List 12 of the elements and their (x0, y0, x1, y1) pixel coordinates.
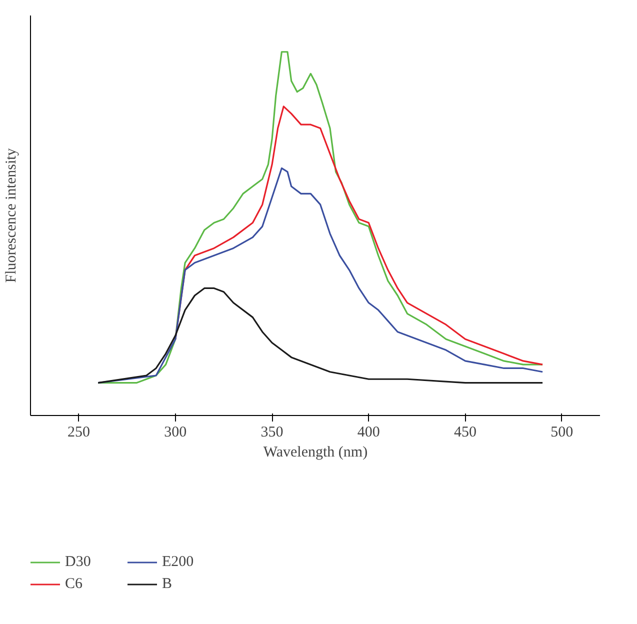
legend-label: C6 (65, 576, 84, 593)
legend-label: D30 (65, 554, 92, 571)
x-tick-label: 500 (550, 424, 574, 440)
x-tick-label: 350 (260, 424, 284, 440)
x-tick-label: 300 (164, 424, 187, 440)
legend-label: E200 (162, 554, 195, 571)
y-axis-title: Fluorescence intensity (4, 148, 20, 283)
x-tick-label: 250 (68, 424, 90, 440)
x-tick-label: 450 (454, 424, 476, 440)
x-axis-title: Wavelength (nm) (263, 444, 368, 460)
legend-label: B (162, 576, 174, 593)
x-tick-label: 400 (357, 424, 380, 440)
